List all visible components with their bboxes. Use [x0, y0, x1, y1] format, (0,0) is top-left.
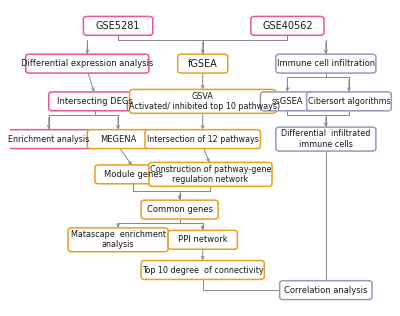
FancyBboxPatch shape	[6, 130, 91, 149]
FancyBboxPatch shape	[26, 54, 149, 73]
Text: Cibersort algorithms: Cibersort algorithms	[308, 97, 390, 106]
Text: fGSEA: fGSEA	[188, 58, 218, 69]
Text: Construction of pathway-gene
regulation network: Construction of pathway-gene regulation …	[150, 165, 271, 184]
FancyBboxPatch shape	[87, 130, 149, 149]
FancyBboxPatch shape	[145, 130, 260, 149]
Text: Intersecting DEGs: Intersecting DEGs	[57, 97, 133, 106]
Text: Intersection of 12 pathways: Intersection of 12 pathways	[147, 135, 259, 144]
FancyBboxPatch shape	[280, 281, 372, 300]
Text: Immune cell infiltration: Immune cell infiltration	[277, 59, 375, 68]
FancyBboxPatch shape	[141, 200, 218, 219]
Text: ssGSEA: ssGSEA	[272, 97, 303, 106]
FancyBboxPatch shape	[130, 89, 276, 113]
Text: Differential expression analysis: Differential expression analysis	[21, 59, 154, 68]
FancyBboxPatch shape	[49, 92, 141, 111]
FancyBboxPatch shape	[260, 92, 314, 111]
Text: GSE5281: GSE5281	[96, 21, 140, 31]
FancyBboxPatch shape	[149, 162, 272, 186]
Text: Common genes: Common genes	[147, 205, 213, 214]
Text: MEGENA: MEGENA	[100, 135, 136, 144]
FancyBboxPatch shape	[68, 228, 168, 252]
Text: GSVA
(Activated/ inhibited top 10 pathways): GSVA (Activated/ inhibited top 10 pathwa…	[126, 92, 280, 111]
FancyBboxPatch shape	[141, 261, 264, 279]
Text: Top 10 degree  of connectivity: Top 10 degree of connectivity	[142, 265, 264, 275]
FancyBboxPatch shape	[276, 127, 376, 151]
FancyBboxPatch shape	[178, 54, 228, 73]
Text: GSE40562: GSE40562	[262, 21, 313, 31]
Text: PPI network: PPI network	[178, 235, 228, 244]
FancyBboxPatch shape	[168, 230, 237, 249]
FancyBboxPatch shape	[276, 54, 376, 73]
Text: Enrichment analysis: Enrichment analysis	[8, 135, 90, 144]
FancyBboxPatch shape	[95, 165, 172, 184]
FancyBboxPatch shape	[84, 16, 153, 35]
Text: Correlation analysis: Correlation analysis	[284, 286, 368, 295]
FancyBboxPatch shape	[307, 92, 391, 111]
Text: Module genes: Module genes	[104, 170, 163, 179]
Text: Differential  infiltrated
immune cells: Differential infiltrated immune cells	[281, 130, 370, 149]
FancyBboxPatch shape	[251, 16, 324, 35]
Text: Matascape  enrichment
analysis: Matascape enrichment analysis	[70, 230, 166, 250]
